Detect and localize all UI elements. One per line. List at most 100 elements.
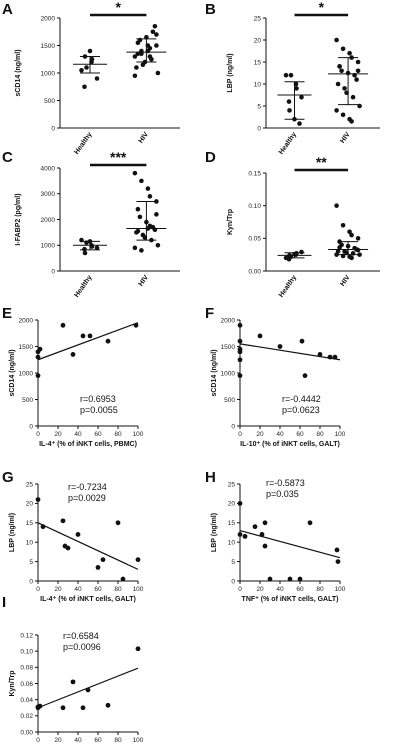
y-tick-label: 0.10 — [248, 203, 261, 210]
data-point — [299, 249, 304, 255]
y-tick-label: 0 — [257, 125, 261, 132]
data-point — [152, 23, 158, 29]
data-point — [147, 54, 153, 59]
x-tick-label: 60 — [94, 737, 102, 744]
x-tick-label: 100 — [133, 431, 144, 438]
y-tick-label: 1500 — [19, 344, 34, 351]
data-point — [340, 112, 346, 118]
y-tick-label: 1000 — [221, 370, 236, 377]
x-tick-label: 80 — [114, 586, 122, 593]
y-tick-label: 1000 — [41, 70, 56, 77]
y-tick-label: 0 — [29, 423, 33, 430]
data-point — [60, 322, 66, 328]
y-tick-label: 0 — [231, 423, 235, 430]
data-point — [299, 94, 304, 100]
significance-marker: * — [115, 0, 121, 15]
x-tick-label: 80 — [114, 431, 122, 438]
y-tick-label: 2000 — [41, 217, 56, 224]
stat-p: p=0.035 — [266, 489, 299, 499]
y-tick-label: 10 — [26, 540, 34, 547]
panel-label: H — [205, 469, 216, 486]
data-point — [355, 68, 361, 74]
x-tick-label: 40 — [74, 431, 82, 438]
data-point — [342, 86, 347, 91]
data-point — [354, 77, 359, 82]
y-tick-label: 25 — [228, 481, 236, 488]
x-tick-label: 80 — [316, 586, 324, 593]
panel-label: F — [205, 305, 214, 322]
data-point — [115, 520, 121, 526]
data-point — [237, 349, 243, 355]
y-tick-label: 0.10 — [20, 648, 33, 655]
y-tick-label: 0 — [51, 268, 55, 275]
y-tick-label: 0.04 — [20, 697, 33, 704]
regression-line — [37, 522, 139, 570]
category-label: HIV — [138, 131, 151, 145]
data-point — [154, 212, 159, 217]
data-point — [120, 576, 126, 582]
y-tick-label: 20 — [26, 501, 34, 508]
regression-line — [37, 322, 139, 361]
x-tick-label: 20 — [54, 737, 62, 744]
data-point — [334, 252, 339, 257]
data-point — [139, 248, 144, 253]
data-point — [237, 322, 243, 328]
data-point — [335, 559, 341, 564]
x-axis-label: IL-4⁺ (% of iNKT cells, PBMC) — [39, 441, 137, 448]
data-point — [349, 255, 354, 261]
data-point — [339, 68, 344, 74]
category-label: HIV — [138, 274, 151, 288]
y-tick-label: 0 — [51, 125, 55, 132]
data-point — [60, 705, 66, 711]
y-axis-label: Kyn/Trp — [9, 670, 16, 696]
x-tick-label: 20 — [54, 586, 62, 593]
y-axis-label: sCD14 (ng/ml) — [9, 349, 16, 396]
y-tick-label: 1000 — [41, 243, 56, 250]
x-tick-label: 100 — [133, 737, 144, 744]
y-axis-label: LBP (ng/ml) — [211, 513, 218, 552]
stat-r: r=0.6953 — [80, 394, 116, 404]
y-tick-label: 500 — [44, 98, 55, 105]
data-point — [286, 99, 292, 104]
data-point — [154, 32, 159, 37]
data-point — [287, 576, 293, 582]
x-tick-label: 100 — [335, 431, 346, 438]
x-tick-label: 80 — [316, 431, 324, 438]
data-point — [297, 576, 303, 582]
y-tick-label: 15 — [228, 520, 236, 527]
data-point — [137, 37, 143, 43]
data-point — [334, 547, 340, 553]
panel-label: G — [2, 469, 14, 486]
panel-label: E — [2, 305, 12, 322]
panel-c: C 0 1000 2000 3000 4000 I-FABP2 (pg/ml) Healthy… — [2, 149, 180, 299]
data-point — [35, 373, 41, 379]
y-axis-label: sCD14 (ng/ml) — [211, 349, 218, 396]
x-tick-label: 40 — [276, 586, 284, 593]
data-point — [334, 37, 339, 43]
x-tick-label: 100 — [335, 586, 346, 593]
panel-h: H 0 5 10 15 20 25 LBP (ng/ml) 0 20 40 60 80 100 TNF⁺ (… — [205, 469, 346, 603]
stat-p: p=0.0623 — [282, 405, 320, 415]
y-tick-label: 500 — [22, 397, 33, 404]
y-tick-label: 2000 — [221, 317, 236, 324]
category-label: Healthy — [278, 131, 298, 156]
stat-p: p=0.0055 — [80, 405, 118, 415]
data-point — [355, 236, 361, 241]
data-point — [307, 520, 313, 526]
panel-label: I — [2, 594, 6, 611]
data-point — [80, 333, 86, 339]
x-tick-label: 0 — [36, 737, 40, 744]
data-point — [237, 338, 243, 344]
y-tick-label: 0 — [231, 578, 235, 585]
data-point — [294, 86, 299, 91]
y-tick-label: 25 — [26, 481, 34, 488]
data-point — [132, 170, 138, 176]
data-point — [139, 178, 144, 184]
y-tick-label: 500 — [224, 397, 235, 404]
y-tick-label: 1500 — [221, 344, 236, 351]
data-point — [135, 557, 141, 563]
data-point — [155, 242, 161, 248]
stat-r: r=-0.7234 — [68, 482, 107, 492]
panel-label: D — [205, 149, 216, 166]
data-point — [137, 214, 143, 220]
